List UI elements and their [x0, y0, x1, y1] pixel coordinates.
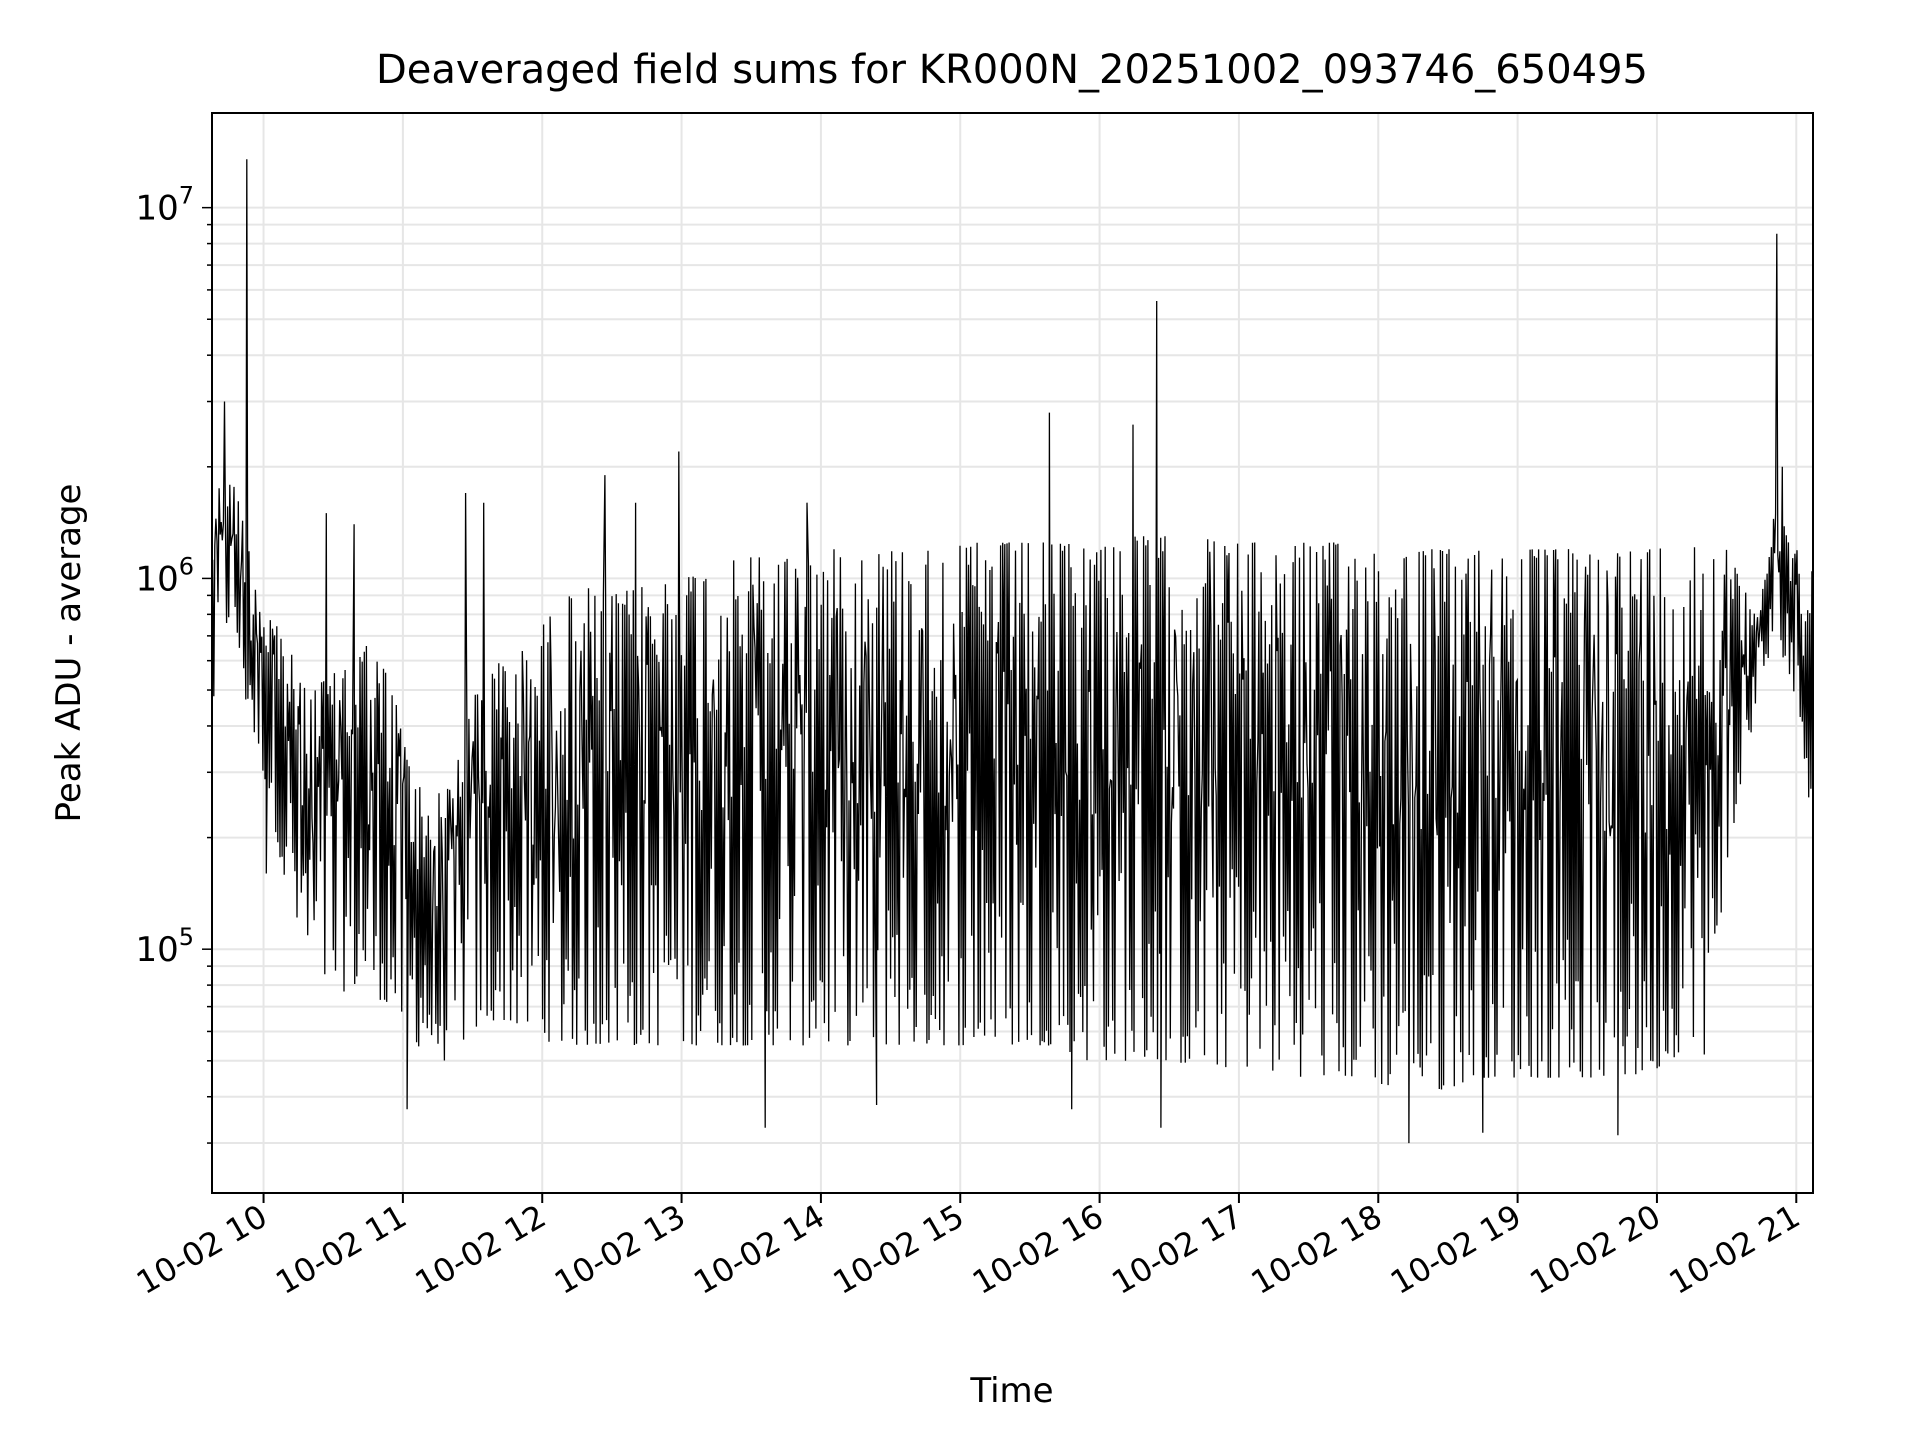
y-tick-base: 10: [135, 930, 178, 970]
y-tick-label: 107: [135, 182, 194, 229]
y-tick-base: 10: [135, 559, 178, 599]
y-axis-label: Peak ADU - average: [49, 484, 89, 823]
y-tick-label: 106: [135, 552, 194, 599]
y-tick-base: 10: [135, 189, 178, 229]
y-tick-exponent: 5: [179, 923, 194, 951]
y-tick-label: 105: [135, 923, 194, 970]
y-tick-exponent: 7: [179, 182, 194, 210]
plot-area: [212, 159, 1814, 1144]
y-tick-exponent: 6: [179, 552, 194, 580]
series-line: [212, 159, 1814, 1144]
x-axis-label: Time: [969, 1371, 1053, 1411]
chart-title: Deaveraged field sums for KR000N_2025100…: [376, 47, 1648, 93]
plot-frame: [211, 112, 1814, 1194]
